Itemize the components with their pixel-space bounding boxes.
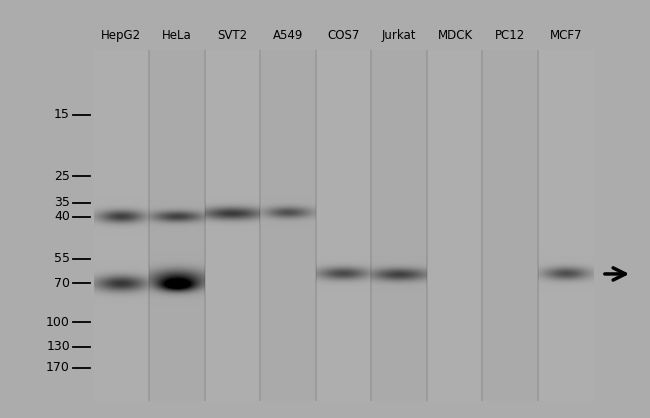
Text: A549: A549 xyxy=(273,29,303,42)
Text: 25: 25 xyxy=(54,170,70,183)
Text: 100: 100 xyxy=(46,316,70,329)
Text: HepG2: HepG2 xyxy=(101,29,141,42)
Text: 170: 170 xyxy=(46,361,70,374)
Text: 40: 40 xyxy=(54,210,70,223)
Text: MDCK: MDCK xyxy=(437,29,473,42)
Text: 130: 130 xyxy=(46,340,70,353)
Text: 15: 15 xyxy=(54,108,70,122)
Text: 35: 35 xyxy=(54,196,70,209)
Text: PC12: PC12 xyxy=(495,29,525,42)
Text: 55: 55 xyxy=(54,252,70,265)
Text: MCF7: MCF7 xyxy=(550,29,582,42)
Text: SVT2: SVT2 xyxy=(217,29,247,42)
Text: HeLa: HeLa xyxy=(162,29,192,42)
Text: Jurkat: Jurkat xyxy=(382,29,416,42)
Text: COS7: COS7 xyxy=(328,29,360,42)
Text: 70: 70 xyxy=(54,277,70,290)
